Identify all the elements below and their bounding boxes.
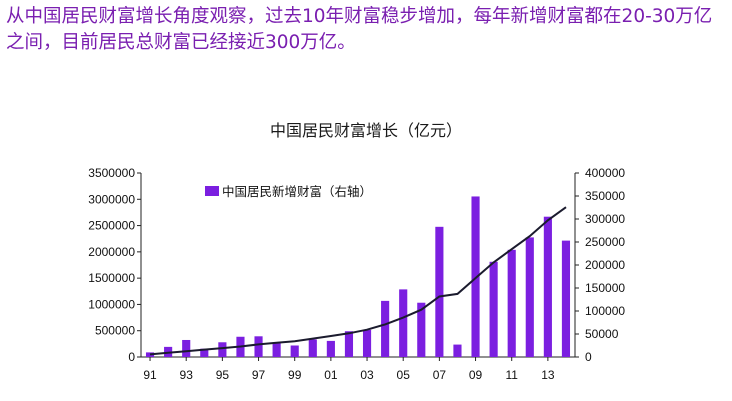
x-axis-tick-label: 01 (324, 368, 338, 382)
x-axis-tick-label: 03 (360, 368, 374, 382)
right-axis-tick-label: 150000 (585, 281, 625, 295)
x-axis-tick-label: 13 (541, 368, 555, 382)
bar-new-wealth (399, 289, 408, 357)
left-axis-tick-label: 0 (128, 350, 135, 364)
x-axis-tick-label: 95 (216, 368, 230, 382)
bar-new-wealth (435, 226, 444, 357)
bar-new-wealth (362, 329, 372, 357)
x-axis-tick-label: 93 (180, 368, 194, 382)
bar-new-wealth (218, 342, 227, 357)
x-axis-tick-label: 07 (433, 368, 447, 382)
right-axis-tick-label: 200000 (585, 258, 625, 272)
bar-new-wealth (453, 344, 462, 357)
right-axis-tick-label: 100000 (585, 304, 625, 318)
x-axis-tick-label: 05 (397, 368, 411, 382)
x-axis-tick-label: 97 (252, 368, 266, 382)
bar-new-wealth (344, 331, 354, 357)
left-axis-tick-label: 2000000 (88, 245, 135, 259)
bar-new-wealth (182, 339, 191, 357)
bar-new-wealth (525, 237, 534, 357)
bar-new-wealth (254, 336, 263, 357)
right-axis-tick-label: 250000 (585, 235, 625, 249)
bar-new-wealth (200, 348, 209, 357)
right-axis-tick-label: 0 (585, 350, 592, 364)
bar-new-wealth (326, 340, 335, 357)
chart-title: 中国居民财富增长（亿元） (269, 121, 462, 140)
bar-new-wealth (489, 261, 498, 357)
line-total-wealth (149, 206, 567, 356)
x-axis-tick-label: 09 (469, 368, 483, 382)
left-axis-tick-label: 2500000 (88, 219, 135, 233)
bar-new-wealth (471, 196, 480, 357)
right-axis-tick-label: 50000 (585, 327, 619, 341)
bar-new-wealth (507, 249, 516, 357)
bar-new-wealth (417, 302, 426, 357)
headline-text: 从中国居民财富增长角度观察，过去10年财富稳步增加，每年新增财富都在20-30万… (6, 6, 713, 53)
x-axis-tick-label: 91 (143, 368, 157, 382)
left-axis-tick-label: 3500000 (88, 166, 135, 180)
x-axis-tick-label: 99 (288, 368, 302, 382)
bar-new-wealth (543, 216, 552, 357)
left-axis-tick-label: 1500000 (88, 271, 135, 285)
left-axis-tick-label: 500000 (95, 324, 135, 338)
x-axis-tick-label: 11 (505, 368, 518, 382)
legend-swatch (205, 186, 219, 196)
left-axis-tick-label: 3000000 (88, 192, 135, 206)
bar-new-wealth (561, 240, 571, 357)
right-axis-tick-label: 300000 (585, 212, 625, 226)
right-axis-tick-label: 350000 (585, 189, 625, 203)
bar-new-wealth (272, 343, 281, 357)
right-axis-tick-label: 400000 (585, 166, 625, 180)
bar-new-wealth (381, 300, 390, 357)
legend-label: 中国居民新增财富（右轴） (222, 184, 372, 199)
left-axis-tick-label: 1000000 (88, 297, 135, 311)
bar-new-wealth (308, 339, 317, 357)
bar-new-wealth (290, 345, 299, 357)
